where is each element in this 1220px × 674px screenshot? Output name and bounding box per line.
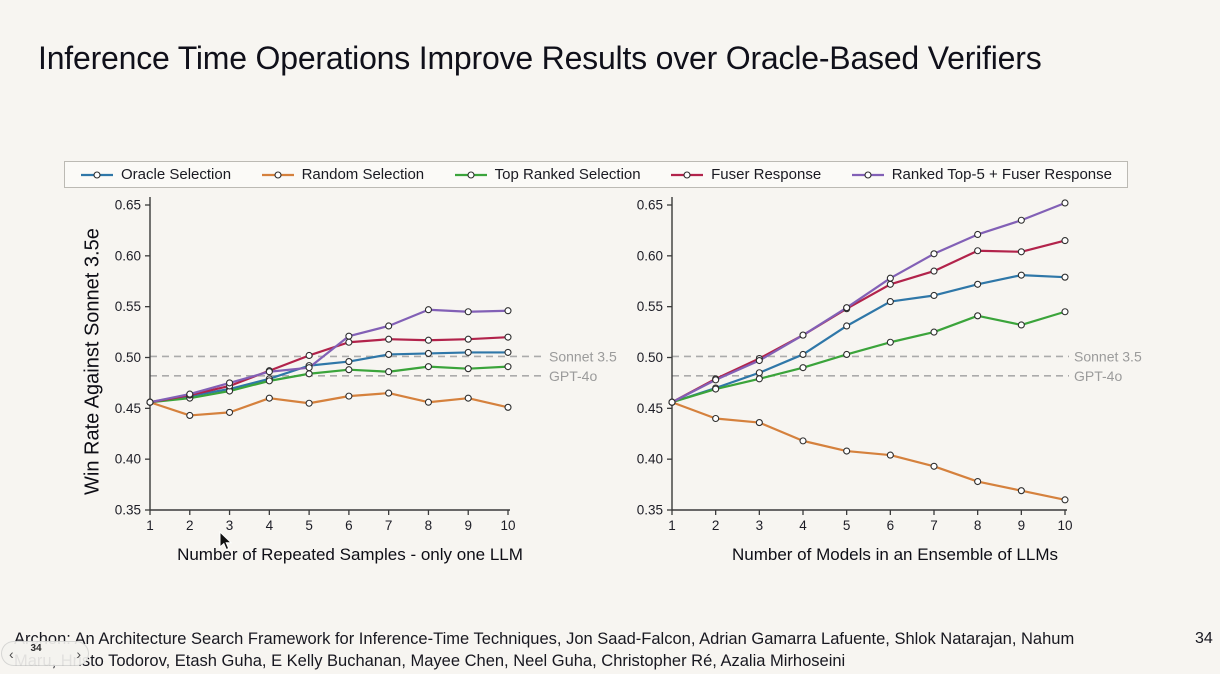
svg-text:0.55: 0.55 — [637, 299, 663, 314]
svg-text:7: 7 — [385, 518, 393, 533]
left-x-axis-title: Number of Repeated Samples - only one LL… — [177, 545, 523, 564]
svg-text:2: 2 — [712, 518, 720, 533]
legend-item-fuser-response: Fuser Response — [670, 166, 821, 183]
svg-text:9: 9 — [1018, 518, 1026, 533]
svg-text:0.40: 0.40 — [637, 452, 663, 467]
svg-text:3: 3 — [756, 518, 764, 533]
previous-slide-button[interactable]: ‹ — [9, 645, 14, 662]
legend-label: Fuser Response — [711, 166, 822, 183]
line-marker-icon — [261, 169, 295, 181]
svg-text:7: 7 — [930, 518, 938, 533]
svg-text:8: 8 — [425, 518, 433, 533]
svg-text:0.50: 0.50 — [115, 350, 141, 365]
svg-text:3: 3 — [226, 518, 234, 533]
svg-text:6: 6 — [345, 518, 353, 533]
left-line-chart: Sonnet 3.5 GPT-4o 0.35 0.40 0.45 0.50 0.55 0.60… — [115, 197, 617, 533]
svg-text:8: 8 — [974, 518, 982, 533]
svg-text:4: 4 — [266, 518, 274, 533]
line-marker-icon — [851, 169, 885, 181]
svg-text:0.50: 0.50 — [637, 350, 663, 365]
svg-text:4: 4 — [799, 518, 807, 533]
svg-text:0.45: 0.45 — [115, 401, 141, 416]
line-marker-icon — [670, 169, 704, 181]
svg-text:9: 9 — [464, 518, 472, 533]
svg-text:0.65: 0.65 — [115, 198, 141, 213]
slide-counter: 34 — [30, 643, 42, 654]
citation-text: Archon: An Architecture Search Framework… — [14, 628, 1174, 672]
next-slide-button[interactable]: › — [76, 645, 81, 662]
svg-text:0.40: 0.40 — [115, 452, 141, 467]
right-line-chart: Sonnet 3.5 GPT-4o 0.35 0.40 0.45 0.50 0.55 0.60… — [637, 197, 1142, 533]
slide-navigation-pill: ‹ 34 › — [1, 641, 89, 666]
legend-item-top-ranked-selection: Top Ranked Selection — [454, 166, 641, 183]
svg-text:0.45: 0.45 — [637, 401, 663, 416]
svg-text:10: 10 — [1057, 518, 1072, 533]
svg-text:5: 5 — [843, 518, 851, 533]
svg-text:0.35: 0.35 — [637, 503, 663, 518]
legend-label: Top Ranked Selection — [494, 166, 641, 183]
svg-text:6: 6 — [887, 518, 895, 533]
svg-text:0.60: 0.60 — [637, 248, 663, 263]
page-title: Inference Time Operations Improve Result… — [38, 40, 1042, 76]
chart-legend: Oracle Selection Random Selection Top Ra… — [64, 161, 1128, 188]
svg-text:2: 2 — [186, 518, 194, 533]
svg-text:0.60: 0.60 — [115, 248, 141, 263]
svg-text:Sonnet 3.5: Sonnet 3.5 — [549, 348, 617, 364]
right-x-axis-title: Number of Models in an Ensemble of LLMs — [732, 545, 1058, 564]
svg-text:10: 10 — [500, 518, 515, 533]
legend-label: Random Selection — [301, 166, 425, 183]
svg-text:GPT-4o: GPT-4o — [549, 368, 597, 384]
svg-text:GPT-4o: GPT-4o — [1074, 368, 1122, 384]
svg-text:0.35: 0.35 — [115, 503, 141, 518]
svg-text:Sonnet 3.5: Sonnet 3.5 — [1074, 348, 1142, 364]
citation-line-1: Archon: An Architecture Search Framework… — [14, 630, 1075, 648]
svg-text:1: 1 — [668, 518, 676, 533]
legend-item-oracle-selection: Oracle Selection — [80, 166, 231, 183]
legend-label: Ranked Top-5 + Fuser Response — [891, 166, 1112, 183]
line-marker-icon — [454, 169, 488, 181]
legend-item-random-selection: Random Selection — [261, 166, 425, 183]
legend-label: Oracle Selection — [121, 166, 232, 183]
svg-text:1: 1 — [146, 518, 154, 533]
svg-text:5: 5 — [305, 518, 313, 533]
svg-text:0.65: 0.65 — [637, 198, 663, 213]
mouse-cursor-icon — [219, 531, 233, 551]
citation-line-2: Maru, Hristo Todorov, Etash Guha, E Kell… — [14, 652, 846, 670]
slide-page-number: 34 — [1195, 630, 1213, 647]
svg-text:0.55: 0.55 — [115, 299, 141, 314]
legend-item-ranked-top5-fuser-response: Ranked Top-5 + Fuser Response — [851, 166, 1112, 183]
line-marker-icon — [80, 169, 114, 181]
